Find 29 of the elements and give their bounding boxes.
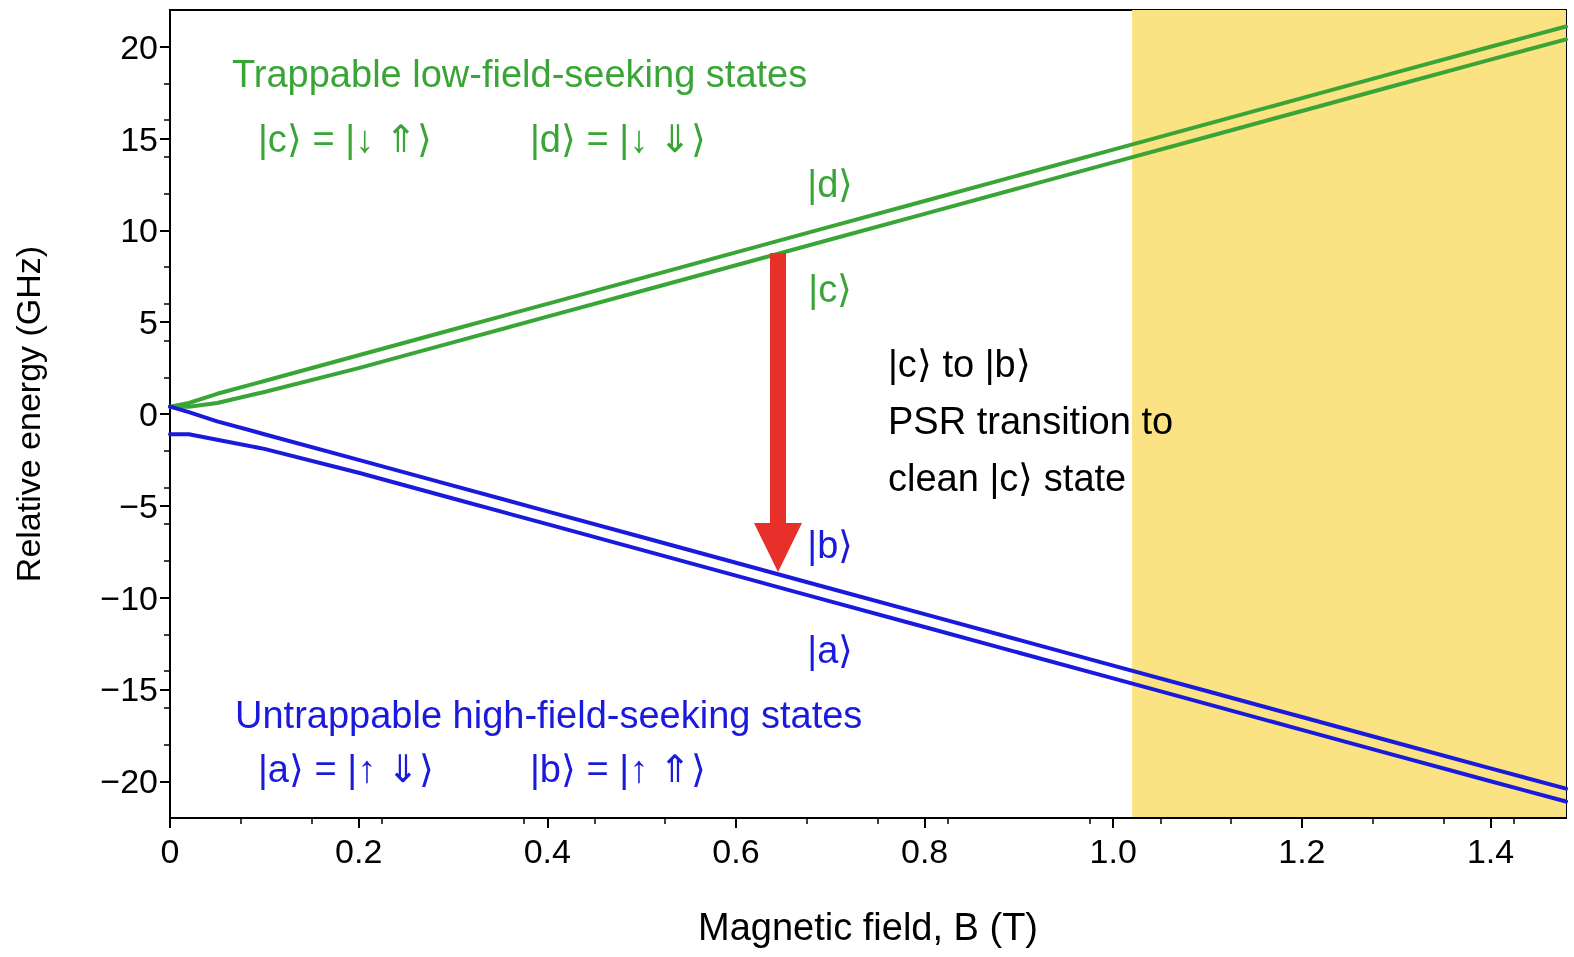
x-tick-label: 1.2	[1278, 832, 1326, 870]
x-tick-label: 0.2	[335, 832, 383, 870]
x-tick-label: 0.8	[900, 832, 949, 870]
annotation: |b⟩ = |↑ ⇑⟩	[530, 747, 706, 790]
y-tick-label: 5	[139, 303, 158, 342]
y-tick-label: 20	[120, 27, 158, 66]
annotation: |c⟩ = |↓ ⇑⟩	[258, 117, 432, 160]
annotation: |d⟩ = |↓ ⇓⟩	[530, 117, 706, 160]
x-axis-title: Magnetic field, B (T)	[698, 906, 1038, 948]
annotation: Untrappable high-field-seeking states	[235, 693, 863, 736]
y-tick-label: −10	[100, 578, 158, 617]
series-label: |d⟩	[807, 162, 854, 205]
y-tick-label: −20	[100, 762, 158, 801]
annotation: |c⟩ to |b⟩ PSR transition to clean |c⟩ state	[888, 342, 1174, 499]
series-label: |b⟩	[807, 524, 854, 567]
y-tick-label: 0	[139, 395, 158, 433]
annotation: Trappable low-field-seeking states	[232, 52, 808, 95]
y-axis-title: Relative energy (GHz)	[9, 245, 47, 583]
x-tick-label: 0.6	[712, 832, 760, 870]
y-tick-label: −5	[119, 486, 158, 525]
x-tick-label: 1.4	[1466, 832, 1515, 870]
series-label: |a⟩	[807, 629, 854, 672]
y-tick-label: −15	[100, 670, 158, 709]
x-tick-label: 1.0	[1089, 832, 1137, 870]
annotation: |a⟩ = |↑ ⇓⟩	[258, 747, 434, 790]
x-tick-label: 0.4	[523, 832, 571, 870]
y-tick-label: 15	[120, 119, 158, 158]
y-tick-label: 10	[120, 211, 158, 250]
series-label: |c⟩	[808, 267, 853, 310]
